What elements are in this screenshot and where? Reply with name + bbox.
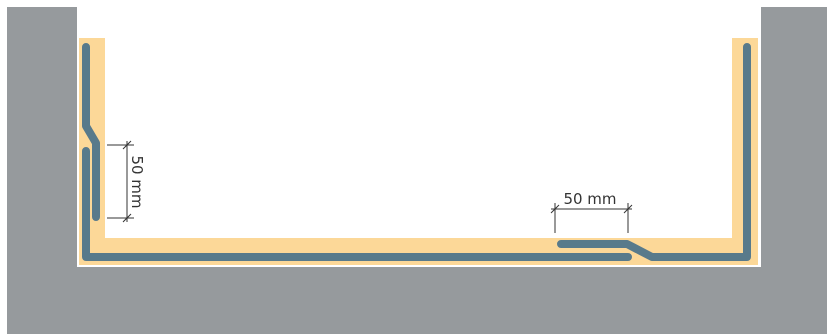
- dimension-floor-overlap-label: 50 mm: [563, 190, 616, 208]
- membrane-left-upper-sheet: [82, 43, 100, 221]
- dimension-tick-right: [623, 204, 633, 214]
- dimension-tick-top: [122, 140, 132, 150]
- membrane-sheets: [82, 43, 751, 261]
- dimension-wall-overlap-label: 50 mm: [128, 155, 146, 208]
- dimension-tick-left: [550, 204, 560, 214]
- membrane-left-lower-and-floor-sheet: [82, 147, 632, 261]
- insulation-layer: [79, 38, 758, 265]
- pit-inner-edge: [77, 7, 761, 267]
- dimension-floor-overlap: [550, 203, 633, 233]
- dimension-wall-overlap: [107, 140, 134, 223]
- concrete-floor-slab: [7, 267, 827, 334]
- membrane-floor-right-sheet: [557, 43, 751, 261]
- dimension-tick-bottom: [122, 213, 132, 223]
